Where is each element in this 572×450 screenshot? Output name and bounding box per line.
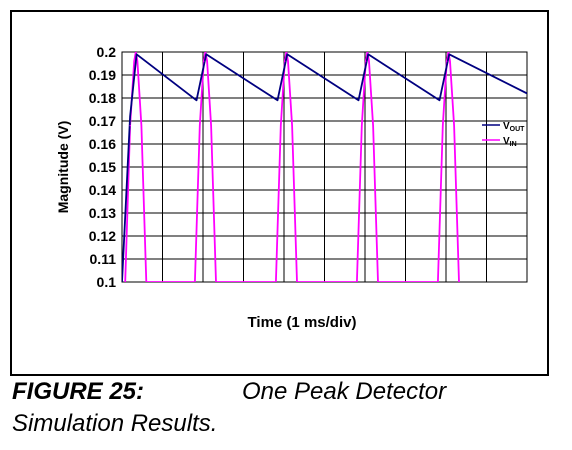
chart: 0.1 0.11 0.12 0.13 0.14 0.15 0.16 0.17 0.18 0.19 0…: [55, 44, 528, 331]
data-point-vin: [356, 281, 358, 282]
data-point-vin: [203, 60, 205, 62]
data-point-vin: [135, 52, 137, 53]
legend-label-vout: VOUT: [503, 121, 525, 133]
data-point-vout: [526, 92, 527, 94]
data-point-vin: [284, 60, 286, 62]
y-tick-label: 0.12: [89, 228, 116, 244]
data-point-vin: [206, 60, 208, 62]
data-point-vin: [372, 125, 374, 127]
data-point-vout: [448, 53, 450, 55]
data-point-vin: [136, 60, 138, 62]
data-point-vin: [124, 281, 126, 282]
data-point-vin: [140, 125, 142, 127]
data-point-vout: [129, 115, 131, 117]
x-axis-label: Time (1 ms/div): [248, 314, 357, 331]
y-tick-label: 0.14: [89, 182, 116, 198]
y-tick-label: 0.11: [90, 251, 117, 267]
data-point-vin: [449, 60, 451, 62]
grid: [122, 52, 527, 282]
y-tick-label: 0.1: [97, 274, 117, 290]
y-tick-label: 0.16: [89, 136, 116, 152]
y-axis-label: Magnitude (V): [55, 121, 71, 214]
data-point-vin: [446, 60, 448, 62]
data-point-vin: [275, 281, 277, 282]
figure-label: FIGURE 25:: [12, 378, 145, 405]
y-tick-label: 0.18: [89, 90, 116, 106]
series-group: [122, 52, 527, 282]
data-point-vout: [286, 53, 288, 55]
data-point-vin: [453, 125, 455, 127]
data-point-vin: [280, 125, 282, 127]
figure-frame: 0.1 0.11 0.12 0.13 0.14 0.15 0.16 0.17 0.18 0.19 0…: [10, 10, 549, 376]
data-point-vin: [287, 60, 289, 62]
series-line-vout: [122, 53, 527, 282]
data-point-vout: [136, 53, 138, 55]
data-point-vin: [442, 125, 444, 127]
y-tick-label: 0.13: [89, 205, 116, 221]
figure-title: One Peak Detector: [242, 378, 447, 405]
data-point-vin: [210, 125, 212, 127]
data-point-vin: [199, 125, 201, 127]
data-point-vout: [122, 281, 123, 282]
data-point-vin: [368, 60, 370, 62]
data-point-vin: [133, 60, 135, 62]
data-point-vin: [377, 281, 379, 282]
series-line-vin: [124, 52, 460, 282]
data-point-vout: [357, 99, 360, 101]
data-point-vout: [276, 99, 279, 101]
data-point-vin: [204, 52, 206, 53]
data-point-vin: [365, 60, 367, 62]
data-point-vin: [285, 52, 287, 53]
y-tick-label: 0.2: [97, 44, 117, 60]
y-tick-label: 0.17: [89, 113, 116, 129]
data-point-vin: [291, 125, 293, 127]
data-point-vin: [145, 281, 147, 282]
data-point-vin: [194, 281, 196, 282]
figure-title-line2: Simulation Results.: [12, 410, 218, 437]
y-tick-labels: 0.1 0.11 0.12 0.13 0.14 0.15 0.16 0.17 0.18 0.19 0…: [89, 44, 116, 290]
legend-label-vin: VIN: [503, 136, 517, 148]
data-point-vin: [437, 281, 439, 282]
data-point-vin: [215, 281, 217, 282]
data-point-vin: [296, 281, 298, 282]
data-point-vout: [438, 99, 441, 101]
data-point-vout: [205, 53, 207, 55]
data-point-vin: [366, 52, 368, 53]
y-tick-label: 0.19: [89, 67, 116, 83]
data-point-vout: [195, 99, 198, 101]
y-tick-label: 0.15: [89, 159, 116, 175]
data-point-vin: [129, 125, 131, 127]
data-point-vout: [367, 53, 369, 55]
data-point-vin: [447, 52, 449, 53]
legend: VOUT VIN: [482, 121, 525, 148]
data-point-vin: [361, 125, 363, 127]
data-point-vin: [458, 281, 460, 282]
